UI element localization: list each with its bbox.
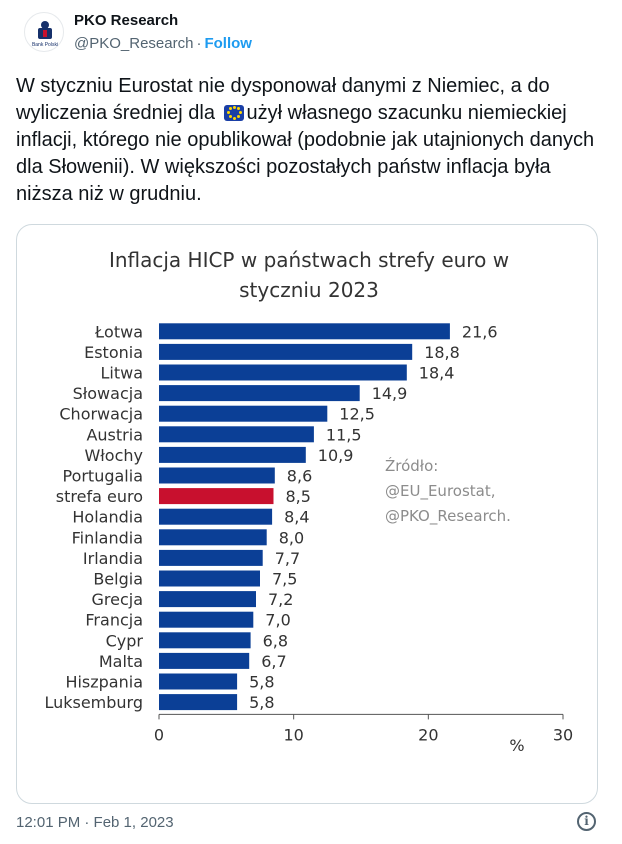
bar-7 [159,446,306,463]
value-label: 7,0 [265,611,290,630]
category-label: Grecja [91,590,143,609]
source-line: @EU_Eurostat, [385,482,496,501]
bar-11 [159,529,267,546]
value-label: 5,8 [249,693,274,712]
bar-2 [159,343,413,360]
tweet-text: W styczniu Eurostat nie dysponował danym… [16,73,606,208]
chart-image-card[interactable]: Inflacja HICP w państwach strefy euro w s… [16,224,598,804]
category-label: Słowacja [73,384,143,403]
x-tick-label: 20 [418,725,438,744]
value-label: 5,8 [249,673,274,692]
value-label: 7,2 [268,590,293,609]
value-label: 7,5 [272,570,297,589]
bar-9 [159,488,274,505]
category-label: Łotwa [94,322,143,341]
bar-17 [159,652,250,669]
bar-15 [159,611,254,628]
tweet-header: Bank Polski PKO Research @PKO_Research · F… [24,10,604,60]
value-label: 10,9 [318,446,354,465]
bar-18 [159,673,238,690]
follow-button[interactable]: Follow [204,35,252,52]
avatar[interactable]: Bank Polski [24,12,64,52]
category-label: Malta [99,652,143,671]
author-handle-line: @PKO_Research · Follow [74,35,252,52]
value-label: 12,5 [339,405,375,424]
category-label: Hiszpania [65,673,143,692]
source-note: Źródło: @EU_Eurostat, @PKO_Research. [385,456,511,526]
bar-14 [159,591,256,608]
chart-title-line: Inflacja HICP w państwach strefy euro w [109,248,509,272]
pko-logo-icon [38,21,52,39]
value-label: 8,5 [286,487,311,506]
category-label: Portugalia [62,467,143,486]
value-label: 21,6 [462,322,498,341]
x-tick-label: 10 [283,725,303,744]
category-label: Luksemburg [44,693,143,712]
bar-19 [159,694,238,711]
category-label: Cypr [106,631,144,650]
value-label: 14,9 [372,384,408,403]
author-handle[interactable]: @PKO_Research [74,35,194,52]
logo-text: Bank Polski [31,42,59,48]
bar-5 [159,405,328,422]
category-label: Austria [86,425,143,444]
category-label: Włochy [84,446,143,465]
eu-flag-icon [223,105,244,121]
source-line: Źródło: [385,456,438,475]
category-label: Belgia [93,570,143,589]
bar-13 [159,570,260,587]
unit-label: % [509,736,524,755]
tweet-text-part2: użył własnego szacunku niemieckiej infla… [16,102,595,205]
category-label: Estonia [84,343,143,362]
category-label: Litwa [100,364,143,383]
value-label: 18,8 [424,343,460,362]
value-label: 8,0 [279,528,304,547]
value-label: 6,7 [261,652,286,671]
x-tick-label: 0 [154,725,164,744]
chart-title: Inflacja HICP w państwach strefy euro w s… [109,248,509,302]
x-tick-label: 30 [553,725,573,744]
hicp-bar-chart: Inflacja HICP w państwach strefy euro w s… [44,248,573,755]
bar-6 [159,426,314,443]
bar-12 [159,549,263,566]
category-label: Francja [85,611,143,630]
source-line: @PKO_Research. [385,507,511,526]
category-label: Irlandia [83,549,143,568]
value-label: 6,8 [263,631,288,650]
value-label: 11,5 [326,425,362,444]
category-label: strefa euro [56,487,143,506]
chart-title-line: styczniu 2023 [239,278,379,302]
category-label: Chorwacja [59,405,143,424]
tweet-text-part1: W styczniu Eurostat nie dysponował danym… [16,75,550,124]
bar-3 [159,364,407,381]
info-icon[interactable]: i [577,812,596,831]
value-label: 8,6 [287,467,312,486]
category-label: Holandia [72,508,143,527]
value-label: 18,4 [419,364,455,383]
separator-dot: · [196,35,202,52]
bar-1 [159,323,450,340]
category-label: Finlandia [72,528,143,547]
author-name[interactable]: PKO Research [74,12,179,29]
bar-4 [159,385,360,402]
bar-8 [159,467,275,484]
value-label: 8,4 [284,508,309,527]
tweet-timestamp[interactable]: 12:01 PM · Feb 1, 2023 [16,814,174,831]
bar-10 [159,508,273,525]
value-label: 7,7 [275,549,300,568]
bar-16 [159,632,251,649]
